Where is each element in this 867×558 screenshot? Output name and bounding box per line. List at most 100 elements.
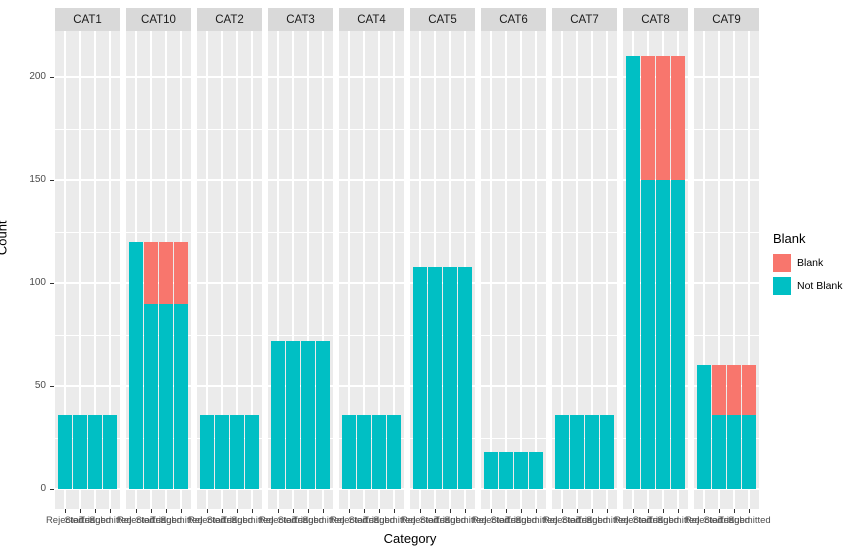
major-gridline	[126, 488, 191, 490]
vertical-gridline	[362, 31, 365, 509]
x-tick-label: Rejected	[116, 515, 155, 526]
x-tick-mark	[323, 509, 325, 513]
x-tick-mark	[465, 509, 467, 513]
minor-gridline	[197, 128, 262, 130]
major-gridline	[126, 385, 191, 387]
vertical-gridline	[393, 31, 396, 509]
facet-cat8: CAT8	[623, 8, 688, 509]
y-tick-mark	[50, 489, 54, 490]
stacked-bar	[569, 414, 584, 489]
facet-panel	[197, 31, 262, 509]
segment-not-blank	[458, 266, 473, 489]
stacked-bar	[671, 56, 686, 489]
facet-cat2: CAT2	[197, 8, 262, 509]
minor-gridline	[552, 231, 617, 233]
major-gridline	[339, 76, 404, 78]
facet-panel	[481, 31, 546, 509]
major-gridline	[481, 282, 546, 284]
legend-title: Blank	[773, 231, 806, 246]
major-gridline	[623, 76, 688, 78]
facet-cat3: CAT3	[268, 8, 333, 509]
x-tick-mark	[663, 509, 665, 513]
major-gridline	[481, 179, 546, 181]
x-tick-label: Submitted	[656, 515, 700, 526]
facet-strip-label: CAT6	[481, 8, 546, 31]
x-tick-mark	[110, 509, 112, 513]
vertical-gridline	[489, 31, 492, 509]
x-tick-mark	[292, 509, 294, 513]
vertical-gridline	[520, 31, 523, 509]
major-gridline	[268, 179, 333, 181]
stacked-bar	[656, 56, 671, 489]
major-gridline	[55, 385, 120, 387]
minor-gridline	[481, 128, 546, 130]
x-tick-mark	[237, 509, 239, 513]
vertical-gridline	[560, 31, 563, 509]
legend-swatch	[773, 254, 791, 272]
segment-not-blank	[301, 340, 316, 489]
y-tick-mark	[50, 283, 54, 284]
major-gridline	[268, 488, 333, 490]
facet-panel	[339, 31, 404, 509]
x-tick-mark	[221, 509, 223, 513]
vertical-gridline	[78, 31, 81, 509]
x-tick-label: Submitted	[727, 515, 771, 526]
facet-strip-label: CAT1	[55, 8, 120, 31]
major-gridline	[694, 282, 759, 284]
vertical-gridline	[109, 31, 112, 509]
segment-not-blank	[72, 414, 87, 489]
segment-not-blank	[372, 414, 387, 489]
minor-gridline	[197, 231, 262, 233]
legend-label: Blank	[797, 257, 824, 269]
segment-not-blank	[727, 414, 742, 489]
x-tick-mark	[749, 509, 751, 513]
x-tick-label: Submitted	[301, 515, 345, 526]
stacked-bar	[443, 266, 458, 489]
x-tick-label: Triaged	[718, 515, 751, 526]
facet-panel	[268, 31, 333, 509]
vertical-gridline	[504, 31, 507, 509]
segment-not-blank	[174, 303, 189, 489]
segment-not-blank	[214, 414, 229, 489]
major-gridline	[197, 488, 262, 490]
segment-not-blank	[57, 414, 72, 489]
facet-cat1: CAT1	[55, 8, 120, 509]
minor-gridline	[623, 231, 688, 233]
segment-not-blank	[671, 180, 686, 489]
segment-not-blank	[696, 365, 711, 489]
vertical-gridline	[606, 31, 609, 509]
stacked-bar	[88, 414, 103, 489]
stacked-bar	[498, 451, 513, 489]
x-tick-label: Rejected	[329, 515, 368, 526]
x-tick-label: Started	[632, 515, 664, 526]
major-gridline	[552, 488, 617, 490]
x-tick-mark	[252, 509, 254, 513]
minor-gridline	[197, 334, 262, 336]
facet-strip-label: CAT3	[268, 8, 333, 31]
major-gridline	[197, 76, 262, 78]
stacked-bar	[600, 414, 615, 489]
x-tick-label: Started	[490, 515, 522, 526]
x-tick-label: Rejected	[45, 515, 84, 526]
x-tick-label: Submitted	[514, 515, 558, 526]
minor-gridline	[268, 334, 333, 336]
x-tick-mark	[150, 509, 152, 513]
major-gridline	[268, 385, 333, 387]
stacked-bar	[640, 56, 655, 489]
stacked-bar	[554, 414, 569, 489]
segment-not-blank	[245, 414, 260, 489]
vertical-gridline	[63, 31, 66, 509]
segment-not-blank	[270, 340, 285, 489]
y-tick-label: 100	[29, 277, 46, 288]
x-tick-label: Started	[277, 515, 309, 526]
x-tick-label: Rejected	[258, 515, 297, 526]
major-gridline	[552, 385, 617, 387]
stacked-bar	[412, 266, 427, 489]
segment-not-blank	[412, 266, 427, 489]
minor-gridline	[268, 437, 333, 439]
major-gridline	[481, 488, 546, 490]
x-tick-label: Triaged	[221, 515, 254, 526]
y-tick-mark	[50, 77, 54, 78]
stacked-bar	[427, 266, 442, 489]
legend: Blank Blank Not Blank	[773, 231, 843, 300]
